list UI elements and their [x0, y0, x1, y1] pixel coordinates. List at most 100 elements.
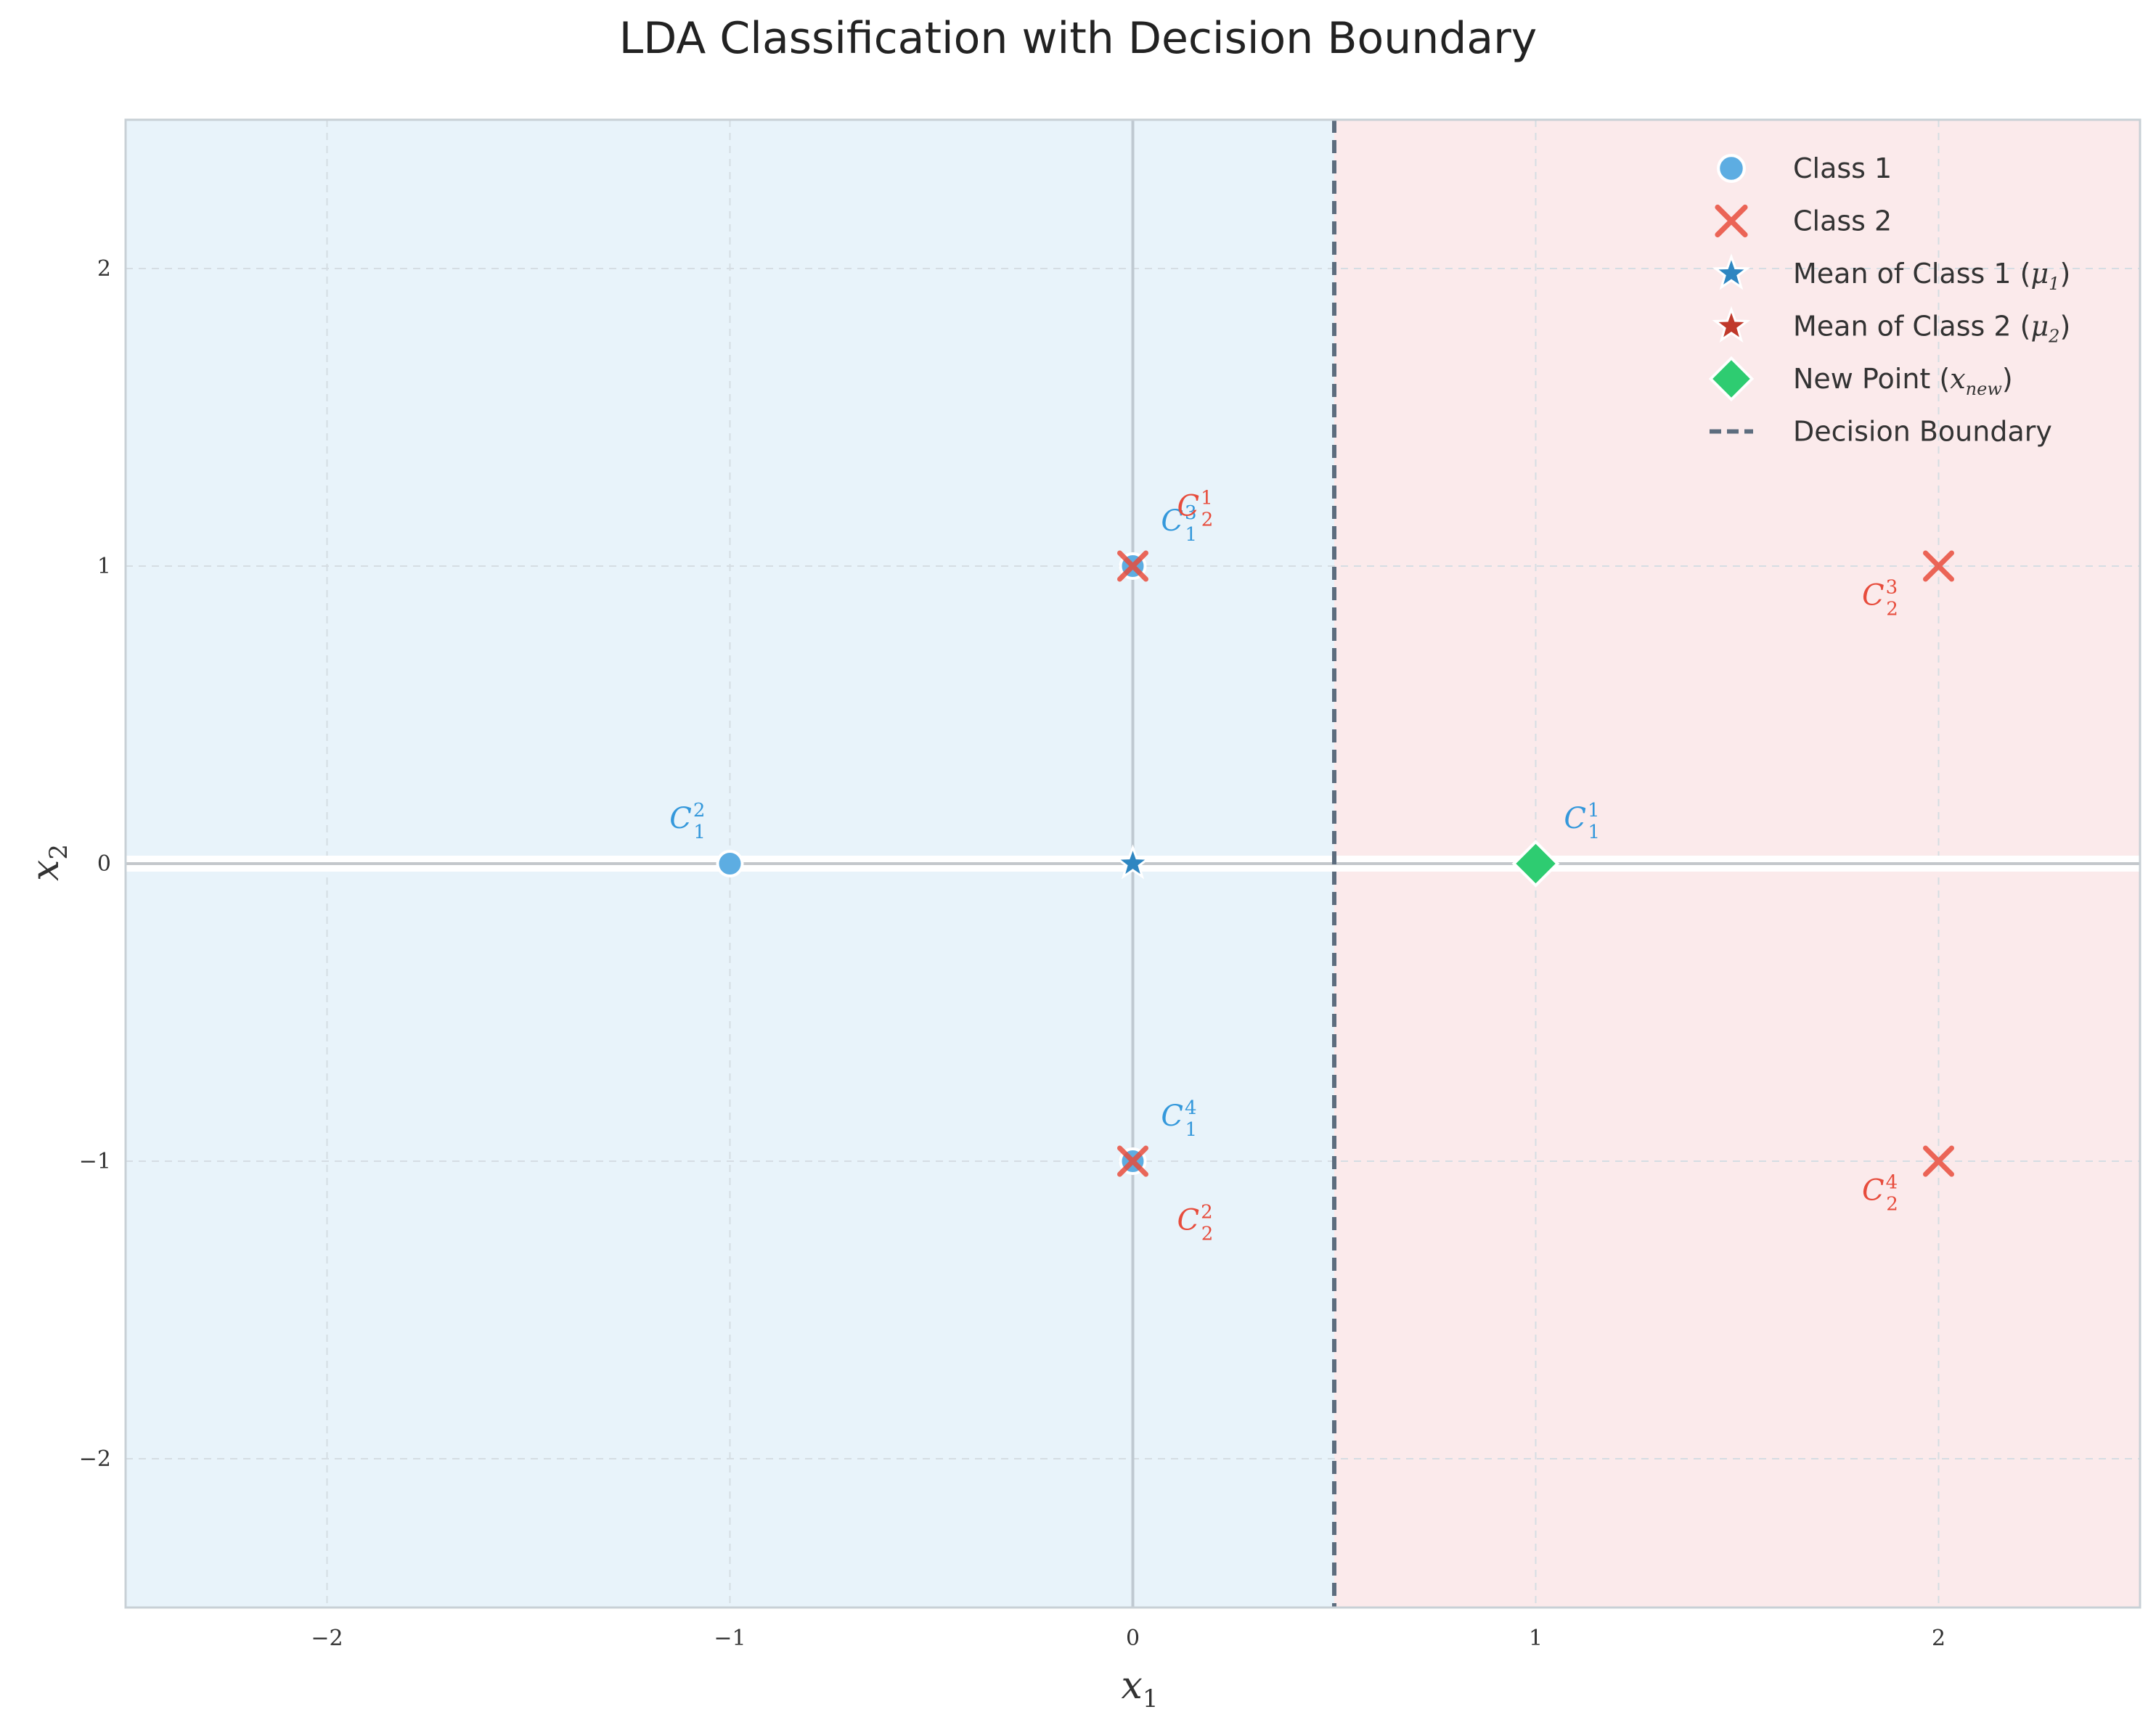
class-1-point-2 — [716, 850, 744, 877]
label-class-1-3-sup: 3 — [1185, 502, 1197, 524]
plot-frame — [124, 118, 2141, 1609]
label-class-1-1-base: C — [1564, 802, 1586, 835]
x-tick-label: −2 — [311, 1626, 343, 1651]
legend-item-3: Mean of Class 1 (μ1) — [1712, 253, 2070, 294]
legend-item-4-math: μ — [2030, 311, 2049, 343]
label-class-2-4-base: C — [1862, 1174, 1885, 1207]
legend-item-5-marker — [1708, 356, 1755, 402]
legend-item-4-text-main: Mean of Class 2 ( — [1793, 311, 2030, 343]
label-class-1-2: C2 1 — [669, 800, 706, 843]
legend-item-5-math-sub: new — [1966, 379, 2003, 399]
legend-item-3-text: Mean of Class 1 (μ1) — [1793, 258, 2070, 294]
y-tick-label: 0 — [97, 851, 111, 877]
y-tick-label: 1 — [97, 554, 111, 579]
x-tick-label: 1 — [1529, 1626, 1543, 1651]
label-class-2-2: C2 2 — [1177, 1201, 1214, 1245]
class-2-point-3 — [1923, 550, 1954, 582]
plot-border — [124, 118, 2141, 1609]
legend-item-4-text: Mean of Class 2 (μ2) — [1793, 311, 2070, 347]
label-class-1-4-base: C — [1161, 1099, 1183, 1133]
data-marks — [716, 550, 1954, 1177]
class-2-point-3-stroke — [1923, 550, 1954, 582]
label-class-1-4: C4 1 — [1161, 1097, 1197, 1141]
label-class-2-3-sup: 3 — [1886, 576, 1898, 598]
legend-item-2-text-main: Class 2 — [1793, 205, 1892, 237]
label-class-2-2-sup: 2 — [1201, 1201, 1213, 1223]
class-2-point-4-stroke — [1923, 1145, 1954, 1177]
legend-item-5-math: x — [1950, 363, 1965, 395]
label-class-2-1-sub: 2 — [1201, 509, 1214, 531]
label-class-2-1-sup: 1 — [1201, 487, 1213, 509]
legend-item-5: New Point (xnew) — [1708, 356, 2013, 402]
x-axis-label-base: x — [1122, 1664, 1143, 1708]
label-class-2-2-sub: 2 — [1201, 1223, 1214, 1245]
legend-item-3-text-main: Mean of Class 1 ( — [1793, 258, 2030, 290]
class-2-point-1-stroke — [1117, 550, 1148, 582]
label-class-2-1-base: C — [1177, 489, 1200, 523]
label-class-1-3: C3 1 — [1161, 502, 1197, 546]
y-tick-label: 2 — [97, 256, 111, 282]
legend-item-2-marker-stroke — [1715, 204, 1748, 238]
legend-item-5-text: New Point (xnew) — [1793, 363, 2013, 399]
x-tick-label: 0 — [1126, 1626, 1140, 1651]
legend-item-1-text-main: Class 1 — [1793, 152, 1892, 184]
label-class-1-4-sup: 4 — [1185, 1097, 1197, 1119]
label-class-1-2-base: C — [669, 802, 692, 835]
class-2-point-2 — [1117, 1145, 1148, 1177]
label-class-2-4: C4 2 — [1862, 1171, 1898, 1215]
label-class-1-3-sub: 1 — [1185, 524, 1198, 546]
legend-item-4-math-sub: 2 — [2048, 327, 2059, 347]
label-class-1-2-sub: 1 — [693, 822, 706, 843]
legend-item-2-marker — [1715, 204, 1748, 238]
new-point-point-1 — [1511, 840, 1560, 888]
legend-item-2: Class 2 — [1715, 204, 1892, 238]
legend-item-3-math-sub: 1 — [2049, 274, 2059, 294]
legend-item-3-close: ) — [2059, 258, 2070, 290]
legend-item-3-marker — [1712, 253, 1751, 290]
legend-item-4-close: ) — [2059, 311, 2070, 343]
legend-item-6-text: Decision Boundary — [1793, 416, 2052, 448]
legend-item-1-marker — [1717, 154, 1746, 183]
x-tick-label: 2 — [1932, 1626, 1945, 1651]
y-axis-label: x2 — [24, 844, 73, 881]
legend-item-4: Mean of Class 2 (μ2) — [1712, 306, 2070, 347]
label-class-2-3-sub: 2 — [1886, 598, 1898, 620]
label-class-2-2-base: C — [1177, 1203, 1200, 1237]
y-tick-label: −2 — [79, 1446, 111, 1472]
class-2-point-4 — [1923, 1145, 1954, 1177]
label-class-2-3: C3 2 — [1862, 576, 1898, 620]
legend-item-2-text: Class 2 — [1793, 205, 1892, 237]
legend-item-5-close: ) — [2002, 363, 2013, 395]
label-class-1-1: C1 1 — [1564, 800, 1600, 843]
label-class-2-1: C1 2 — [1177, 487, 1214, 531]
label-class-2-3-base: C — [1862, 578, 1885, 612]
class-2-point-2-stroke — [1117, 1145, 1148, 1177]
label-class-2-4-sub: 2 — [1886, 1193, 1898, 1215]
label-class-1-2-sup: 2 — [693, 800, 706, 822]
y-tick-label: −1 — [79, 1149, 111, 1174]
legend-item-5-text-main: New Point ( — [1793, 363, 1950, 395]
x-axis-label-sub: 1 — [1143, 1684, 1159, 1713]
y-axis-label-sub: 2 — [44, 844, 73, 860]
mean-of-class-1-point-1 — [1114, 844, 1151, 880]
label-class-2-4-sup: 4 — [1886, 1171, 1898, 1193]
legend-item-4-marker — [1712, 306, 1751, 343]
x-tick-label: −1 — [714, 1626, 746, 1651]
y-axis-label-group: x2 — [24, 844, 73, 881]
y-axis-label-base: x — [24, 860, 68, 881]
legend-item-6-text-main: Decision Boundary — [1793, 416, 2052, 448]
legend-item-3-math: μ — [2030, 258, 2049, 290]
legend-item-1: Class 1 — [1717, 152, 1892, 184]
x-axis-label: x1 — [1122, 1664, 1159, 1713]
legend-item-6: Decision Boundary — [1710, 416, 2052, 448]
label-class-1-4-sub: 1 — [1185, 1119, 1198, 1141]
class-2-point-1 — [1117, 550, 1148, 582]
label-class-1-3-base: C — [1161, 504, 1183, 538]
chart-title: LDA Classification with Decision Boundar… — [618, 13, 1538, 64]
label-class-1-1-sub: 1 — [1588, 822, 1601, 843]
legend-item-1-text: Class 1 — [1793, 152, 1892, 184]
